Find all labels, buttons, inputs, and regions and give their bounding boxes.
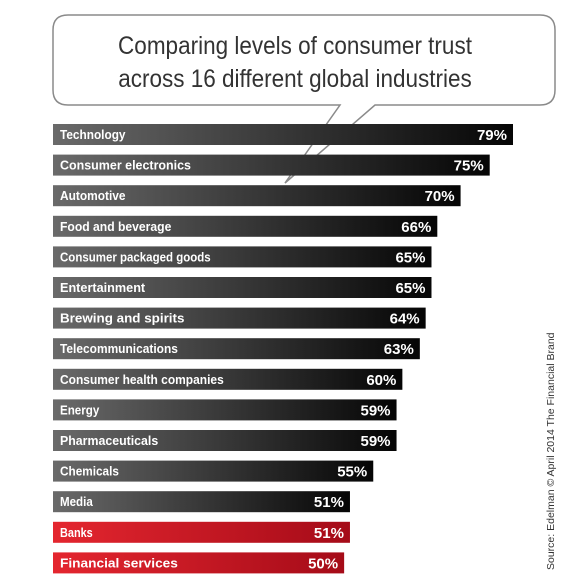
- value-label-automotive: 70%: [425, 188, 455, 205]
- bar-energy: [53, 399, 397, 421]
- bar-row-food-and-beverage: Food and beverage 66%: [53, 215, 438, 237]
- value-label-media: 51%: [314, 494, 344, 511]
- category-label-consumer-health-companies: Consumer health companies: [60, 372, 224, 387]
- category-label-chemicals: Chemicals: [60, 464, 119, 479]
- bar-row-consumer-health-companies: Consumer health companies 60%: [53, 368, 403, 390]
- value-label-entertainment: 65%: [395, 280, 425, 297]
- chart-title: Comparing levels of consumer trust acros…: [79, 30, 511, 96]
- bar-telecommunications: [53, 338, 420, 360]
- bar-row-banks: Banks 51%: [53, 521, 350, 543]
- bar-food-and-beverage: [53, 215, 438, 237]
- category-label-consumer-electronics: Consumer electronics: [60, 158, 191, 173]
- category-label-technology: Technology: [60, 127, 126, 142]
- bar-row-pharmaceuticals: Pharmaceuticals 59%: [53, 430, 397, 451]
- category-label-telecommunications: Telecommunications: [60, 341, 178, 356]
- category-label-brewing-and-spirits: Brewing and spirits: [60, 311, 184, 326]
- bar-row-entertainment: Entertainment 65%: [53, 277, 432, 298]
- bars-layer: Technology 79% Consumer electronics 75% Auto…: [53, 124, 513, 574]
- bar-consumer-electronics: [53, 154, 490, 176]
- bar-row-consumer-packaged-goods: Consumer packaged goods 65%: [53, 246, 432, 268]
- value-label-consumer-electronics: 75%: [454, 158, 484, 175]
- category-label-entertainment: Entertainment: [60, 280, 146, 295]
- bar-pharmaceuticals: [53, 430, 397, 451]
- category-label-food-and-beverage: Food and beverage: [60, 219, 171, 234]
- bar-row-technology: Technology 79%: [53, 124, 513, 145]
- bar-row-brewing-and-spirits: Brewing and spirits 64%: [53, 307, 426, 329]
- value-label-banks: 51%: [314, 525, 344, 542]
- category-label-consumer-packaged-goods: Consumer packaged goods: [60, 249, 211, 264]
- value-label-technology: 79%: [477, 127, 507, 144]
- bar-banks: [53, 521, 350, 543]
- bar-brewing-and-spirits: [53, 307, 426, 329]
- value-label-pharmaceuticals: 59%: [361, 433, 391, 450]
- value-label-brewing-and-spirits: 64%: [390, 311, 420, 328]
- bar-row-energy: Energy 59%: [53, 399, 397, 421]
- value-label-financial-services: 50%: [308, 555, 338, 572]
- bar-chemicals: [53, 460, 374, 482]
- chart-title-line-2: across 16 different global industries: [118, 65, 472, 93]
- value-label-energy: 59%: [361, 402, 391, 419]
- category-label-financial-services: Financial services: [60, 555, 178, 570]
- category-label-energy: Energy: [60, 402, 100, 417]
- bar-row-financial-services: Financial services 50%: [53, 552, 345, 574]
- bar-technology: [53, 124, 513, 145]
- bar-entertainment: [53, 277, 432, 298]
- bar-row-automotive: Automotive 70%: [53, 185, 461, 207]
- bar-row-telecommunications: Telecommunications 63%: [53, 338, 420, 360]
- bar-automotive: [53, 185, 461, 207]
- category-label-media: Media: [60, 494, 93, 509]
- category-label-banks: Banks: [60, 525, 93, 540]
- bar-consumer-packaged-goods: [53, 246, 432, 268]
- category-label-automotive: Automotive: [60, 188, 126, 203]
- bar-row-chemicals: Chemicals 55%: [53, 460, 374, 482]
- value-label-food-and-beverage: 66%: [401, 219, 431, 236]
- value-label-consumer-health-companies: 60%: [366, 372, 396, 389]
- value-label-telecommunications: 63%: [384, 341, 414, 358]
- chart-title-line-1: Comparing levels of consumer trust: [118, 32, 472, 60]
- source-credit: Source: Edelman © April 2014 The Financi…: [545, 332, 557, 570]
- bar-consumer-health-companies: [53, 368, 403, 390]
- value-label-consumer-packaged-goods: 65%: [395, 249, 425, 266]
- value-label-chemicals: 55%: [337, 464, 367, 481]
- bar-row-media: Media 51%: [53, 491, 350, 513]
- bar-media: [53, 491, 350, 513]
- category-label-pharmaceuticals: Pharmaceuticals: [60, 433, 158, 448]
- bar-financial-services: [53, 552, 345, 574]
- bar-row-consumer-electronics: Consumer electronics 75%: [53, 154, 490, 176]
